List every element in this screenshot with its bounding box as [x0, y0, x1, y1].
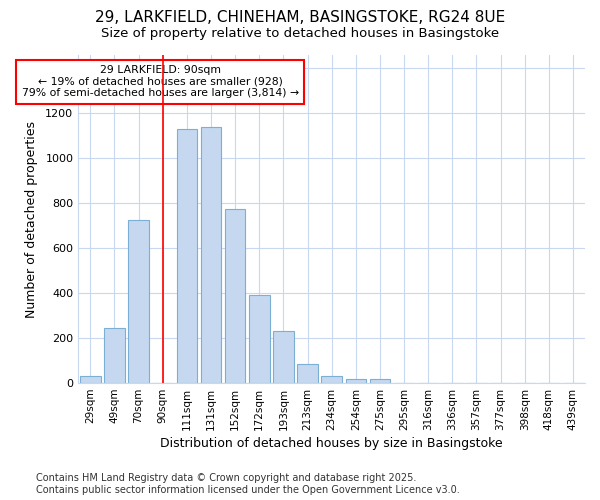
Bar: [273, 332, 293, 383]
Bar: [104, 328, 125, 383]
Bar: [322, 376, 342, 383]
Text: 29 LARKFIELD: 90sqm
← 19% of detached houses are smaller (928)
79% of semi-detac: 29 LARKFIELD: 90sqm ← 19% of detached ho…: [22, 65, 299, 98]
Text: Size of property relative to detached houses in Basingstoke: Size of property relative to detached ho…: [101, 28, 499, 40]
Text: Contains HM Land Registry data © Crown copyright and database right 2025.
Contai: Contains HM Land Registry data © Crown c…: [36, 474, 460, 495]
Bar: [346, 378, 366, 383]
Y-axis label: Number of detached properties: Number of detached properties: [25, 120, 38, 318]
Bar: [297, 364, 318, 383]
Bar: [176, 129, 197, 383]
Bar: [225, 209, 245, 383]
X-axis label: Distribution of detached houses by size in Basingstoke: Distribution of detached houses by size …: [160, 437, 503, 450]
Bar: [128, 220, 149, 383]
Bar: [370, 379, 390, 383]
Text: 29, LARKFIELD, CHINEHAM, BASINGSTOKE, RG24 8UE: 29, LARKFIELD, CHINEHAM, BASINGSTOKE, RG…: [95, 10, 505, 25]
Bar: [249, 296, 269, 383]
Bar: [201, 127, 221, 383]
Bar: [80, 376, 101, 383]
